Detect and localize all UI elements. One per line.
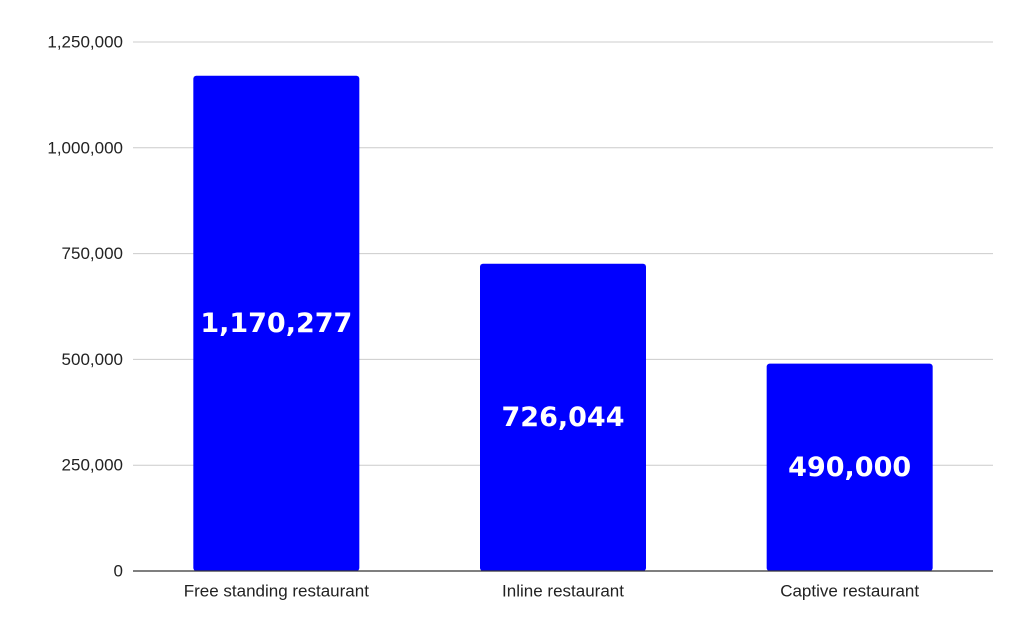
y-tick-label: 1,250,000 (47, 33, 123, 52)
y-tick-label: 250,000 (62, 456, 123, 475)
bar (193, 75, 360, 572)
y-tick-label: 1,000,000 (47, 138, 123, 157)
y-axis-ticks: 0 250,000 500,000 750,000 1,000,000 1,250,000 (47, 33, 123, 581)
y-tick-label: 750,000 (62, 244, 123, 263)
y-tick-label: 500,000 (62, 350, 123, 369)
x-category-label: Free standing restaurant (184, 582, 369, 601)
x-axis-categories: Free standing restaurant Inline restauran… (184, 582, 920, 601)
data-labels: 1,170,277 726,044 490,000 (200, 308, 911, 483)
bar-data-label: 490,000 (788, 452, 911, 483)
bar-data-label: 726,044 (502, 402, 625, 433)
x-category-label: Inline restaurant (502, 582, 624, 601)
x-category-label: Captive restaurant (780, 582, 919, 601)
bar (766, 363, 933, 571)
y-tick-label: 0 (114, 562, 123, 581)
bar-data-label: 1,170,277 (200, 308, 352, 339)
bars (193, 75, 933, 572)
bar (480, 263, 646, 571)
